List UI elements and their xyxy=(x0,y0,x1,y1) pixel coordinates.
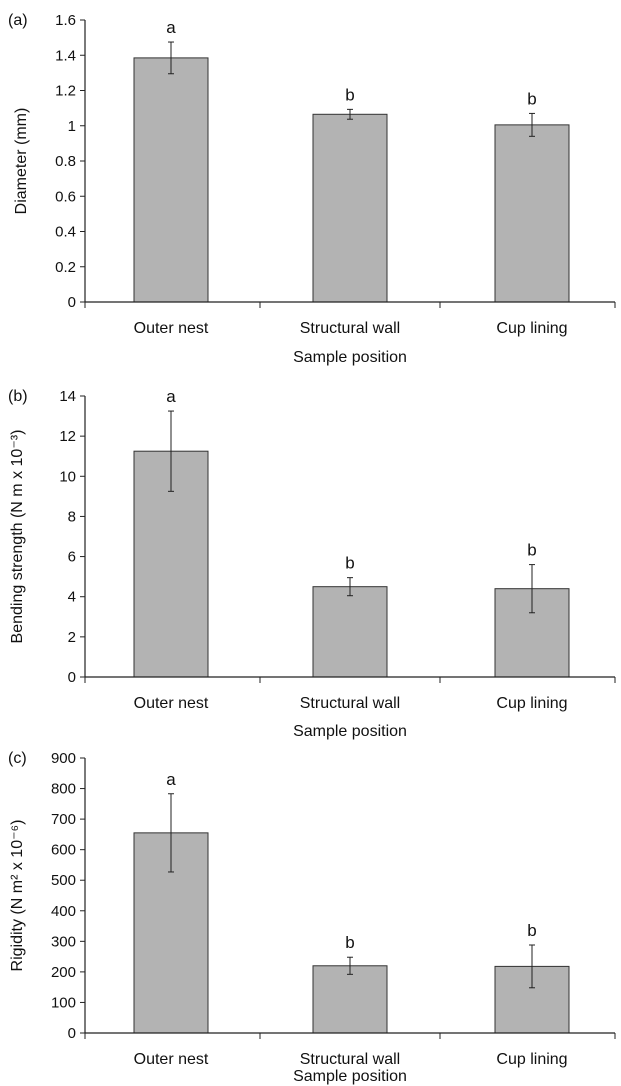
x-axis-title: Sample position xyxy=(293,723,407,740)
x-axis-title: Sample position xyxy=(293,1068,407,1085)
y-tick-label: 2 xyxy=(68,629,76,646)
bar xyxy=(312,586,388,678)
category-label: Structural wall xyxy=(300,695,400,712)
significance-letter: b xyxy=(527,89,536,108)
y-tick-label: 500 xyxy=(51,872,76,889)
y-tick-label: 700 xyxy=(51,811,76,828)
panel-label: (a) xyxy=(8,12,28,29)
y-tick-label: 8 xyxy=(68,508,76,525)
significance-letter: b xyxy=(345,85,354,104)
y-tick-label: 400 xyxy=(51,903,76,920)
y-axis-title: Diameter (mm) xyxy=(13,108,30,215)
x-axis-title: Sample position xyxy=(293,349,407,366)
panel-label: (b) xyxy=(8,388,28,405)
category-label: Outer nest xyxy=(134,320,209,337)
significance-letter: a xyxy=(166,770,176,789)
y-tick-label: 0 xyxy=(68,1025,76,1042)
y-tick-label: 0.8 xyxy=(55,153,76,170)
y-tick-label: 4 xyxy=(68,589,76,606)
y-axis-title: Bending strength (N m x 10⁻³) xyxy=(9,430,26,644)
category-label: Cup lining xyxy=(496,695,567,712)
y-tick-label: 200 xyxy=(51,964,76,981)
y-tick-label: 600 xyxy=(51,842,76,859)
y-tick-label: 1.6 xyxy=(55,12,76,29)
significance-letter: a xyxy=(166,18,176,37)
category-label: Structural wall xyxy=(300,1051,400,1068)
y-tick-label: 12 xyxy=(59,428,76,445)
y-tick-label: 800 xyxy=(51,781,76,798)
bar xyxy=(133,57,209,303)
bar xyxy=(312,113,388,303)
y-tick-label: 0.2 xyxy=(55,259,76,276)
significance-letter: b xyxy=(345,554,354,573)
bar xyxy=(494,124,570,303)
category-label: Cup lining xyxy=(496,320,567,337)
category-label: Structural wall xyxy=(300,320,400,337)
y-tick-label: 300 xyxy=(51,933,76,950)
y-tick-label: 6 xyxy=(68,549,76,566)
y-tick-label: 1.4 xyxy=(55,47,76,64)
y-tick-label: 0 xyxy=(68,294,76,311)
category-label: Outer nest xyxy=(134,695,209,712)
y-tick-label: 14 xyxy=(59,388,76,405)
y-tick-label: 10 xyxy=(59,468,76,485)
significance-letter: b xyxy=(345,933,354,952)
y-tick-label: 0.4 xyxy=(55,224,76,241)
y-tick-label: 100 xyxy=(51,994,76,1011)
category-label: Cup lining xyxy=(496,1051,567,1068)
y-axis-title: Rigidity (N m² x 10⁻⁶) xyxy=(9,820,26,972)
y-tick-label: 0.6 xyxy=(55,188,76,205)
y-tick-label: 0 xyxy=(68,669,76,686)
panel-label: (c) xyxy=(8,750,27,767)
y-tick-label: 1.2 xyxy=(55,83,76,100)
category-label: Outer nest xyxy=(134,1051,209,1068)
significance-letter: b xyxy=(527,541,536,560)
significance-letter: b xyxy=(527,921,536,940)
y-tick-label: 1 xyxy=(68,118,76,135)
y-tick-label: 900 xyxy=(51,750,76,767)
significance-letter: a xyxy=(166,387,176,406)
bar xyxy=(312,965,388,1034)
